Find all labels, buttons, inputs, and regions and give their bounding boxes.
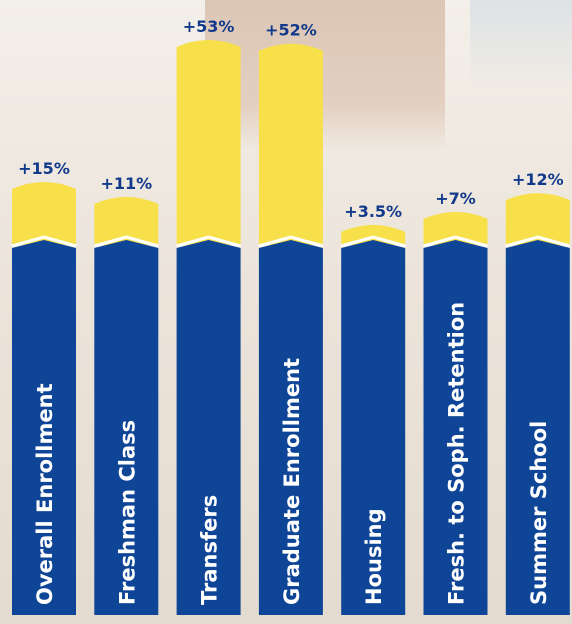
bar-separator <box>11 235 77 248</box>
bar-base <box>176 240 241 615</box>
bar-increase <box>94 196 159 245</box>
category-label: Transfers <box>198 495 222 605</box>
bar-separator <box>93 235 159 248</box>
bar-increase <box>505 193 570 245</box>
bar-value-label: +53% <box>183 17 235 36</box>
bar-increase <box>12 181 76 245</box>
bar-base <box>12 240 76 615</box>
bar-increase <box>176 40 241 245</box>
bar-base <box>94 240 159 615</box>
bar-base <box>341 240 406 615</box>
bar-group: +7% Fresh. to Soph. Retention <box>423 189 488 615</box>
bar-value-label: +15% <box>18 159 70 178</box>
category-label: Freshman Class <box>115 420 139 605</box>
bars-group: +15% Overall Enrollment +11% Freshman Class… <box>11 17 571 615</box>
bar-separator <box>258 235 324 248</box>
category-label: Graduate Enrollment <box>280 358 304 605</box>
bar-separator <box>340 235 406 248</box>
bar-increase <box>423 211 488 245</box>
bar-group: +3.5% Housing <box>340 202 406 615</box>
background-building <box>205 0 445 150</box>
bar-group: +15% Overall Enrollment <box>11 159 77 615</box>
bar-base <box>258 240 323 615</box>
category-label: Summer School <box>527 421 551 605</box>
bar-value-label: +52% <box>265 21 317 40</box>
bar-separator <box>176 235 242 248</box>
bar-group: +53% Transfers <box>176 17 242 615</box>
bar-base <box>505 240 570 615</box>
category-label: Overall Enrollment <box>33 383 57 605</box>
bar-base <box>423 240 488 615</box>
bar-value-label: +3.5% <box>344 202 402 221</box>
bar-value-label: +12% <box>512 170 564 189</box>
bar-separator <box>505 235 571 248</box>
category-label: Housing <box>362 508 386 605</box>
category-label: Fresh. to Soph. Retention <box>445 302 469 605</box>
bar-group: +52% Graduate Enrollment <box>258 21 324 615</box>
bar-value-label: +7% <box>435 189 476 208</box>
bar-value-label: +11% <box>100 174 152 193</box>
bar-group: +12% Summer School <box>505 170 571 615</box>
background-window <box>470 0 572 90</box>
bar-group: +11% Freshman Class <box>93 174 159 615</box>
bar-increase <box>258 43 323 246</box>
bar-separator <box>423 235 488 248</box>
